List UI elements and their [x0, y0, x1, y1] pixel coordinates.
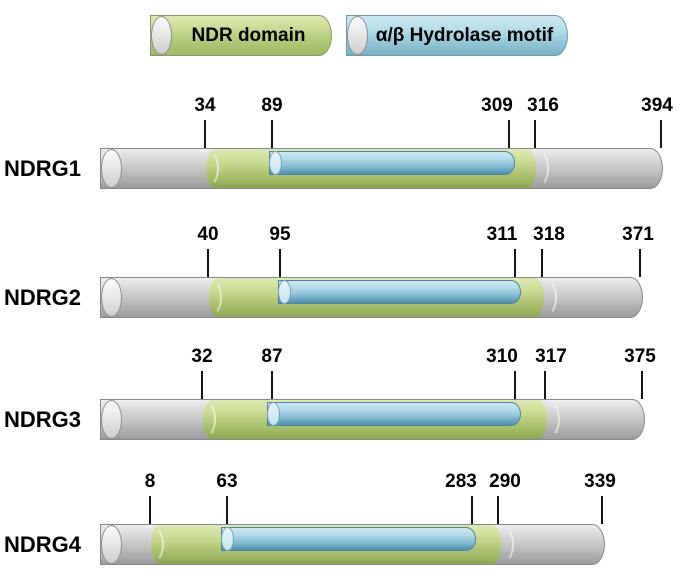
protein-name-label: NDRG4	[4, 532, 82, 557]
legend-ndr-label: NDR domain	[191, 24, 306, 46]
segment-seam-icon	[538, 401, 560, 438]
tick-line	[149, 496, 151, 524]
tick-label: 371	[622, 224, 654, 245]
legend-hydrolase-label: α/β Hydrolase motif	[375, 24, 554, 46]
tick-line	[534, 120, 536, 148]
tick-label: 87	[261, 346, 283, 367]
tick-line	[207, 249, 209, 277]
tick-label: 63	[216, 471, 238, 492]
hydrolase-motif-cylinder	[269, 151, 515, 175]
protein-name-label: NDRG1	[4, 156, 82, 181]
protein-name-label: NDRG2	[4, 285, 82, 310]
tick-label: 8	[144, 471, 156, 492]
hydrolase-motif-cylinder	[278, 280, 521, 304]
protein-backbone-bar	[100, 399, 645, 440]
tick-line	[226, 496, 228, 524]
tick-line	[497, 496, 499, 524]
tick-label: 394	[641, 95, 673, 116]
tick-line	[544, 371, 546, 399]
legend-ndr-left-cap-icon	[151, 16, 172, 55]
tick-label: 309	[481, 95, 513, 116]
tick-line	[541, 249, 543, 277]
segment-seam-icon	[492, 526, 514, 563]
hydrolase-motif-cylinder	[267, 402, 521, 426]
tick-label: 318	[533, 224, 565, 245]
tick-line	[271, 120, 273, 148]
protein-name-label: NDRG3	[4, 407, 82, 432]
legend-hydrolase-cylinder: α/β Hydrolase motif	[346, 15, 568, 56]
protein-backbone-bar	[100, 524, 605, 565]
hydrolase-motif-cylinder	[221, 527, 476, 551]
bar-left-cap-icon	[101, 400, 122, 439]
tick-label: 317	[535, 346, 567, 367]
tick-line	[660, 120, 662, 148]
legend-hydrolase-left-cap-icon	[347, 16, 368, 55]
hydrolase-left-cap-icon	[267, 402, 280, 426]
tick-label: 311	[486, 224, 518, 245]
tick-line	[471, 496, 473, 524]
tick-label: 89	[261, 95, 283, 116]
tick-line	[271, 371, 273, 399]
tick-label: 339	[584, 471, 616, 492]
segment-seam-icon	[194, 401, 216, 438]
tick-label: 290	[489, 471, 521, 492]
protein-backbone-bar	[100, 277, 643, 318]
tick-line	[641, 371, 643, 399]
tick-label: 316	[527, 95, 559, 116]
segment-seam-icon	[535, 279, 557, 316]
bar-left-cap-icon	[101, 278, 122, 317]
tick-label: 32	[191, 346, 213, 367]
tick-label: 375	[624, 346, 656, 367]
tick-label: 95	[269, 224, 291, 245]
segment-seam-icon	[142, 526, 164, 563]
tick-label: 310	[486, 346, 518, 367]
tick-line	[514, 249, 516, 277]
tick-line	[601, 496, 603, 524]
protein-backbone-bar	[100, 148, 663, 189]
bar-left-cap-icon	[101, 525, 122, 564]
hydrolase-left-cap-icon	[278, 280, 291, 304]
tick-line	[279, 249, 281, 277]
segment-seam-icon	[527, 150, 549, 187]
tick-line	[201, 371, 203, 399]
tick-label: 34	[194, 95, 216, 116]
segment-seam-icon	[197, 150, 219, 187]
tick-label: 40	[197, 224, 219, 245]
tick-line	[639, 249, 641, 277]
bar-left-cap-icon	[101, 149, 122, 188]
tick-line	[514, 371, 516, 399]
segment-seam-icon	[200, 279, 222, 316]
hydrolase-left-cap-icon	[269, 151, 282, 175]
tick-line	[204, 120, 206, 148]
legend-ndr-cylinder: NDR domain	[150, 15, 332, 56]
tick-line	[508, 120, 510, 148]
tick-label: 283	[445, 471, 477, 492]
hydrolase-left-cap-icon	[221, 527, 234, 551]
